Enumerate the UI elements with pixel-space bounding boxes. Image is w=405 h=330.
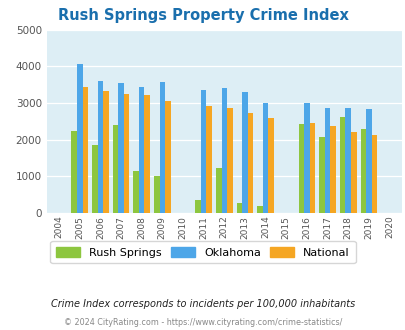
Bar <box>139 87 144 213</box>
Bar <box>324 108 330 213</box>
Bar <box>165 101 170 213</box>
Text: Rush Springs Property Crime Index: Rush Springs Property Crime Index <box>58 8 347 23</box>
Bar <box>153 176 159 213</box>
Bar <box>92 145 97 213</box>
Bar <box>345 108 350 213</box>
Bar <box>215 168 221 213</box>
Bar <box>226 108 232 213</box>
Bar <box>350 132 356 213</box>
Bar <box>371 135 376 213</box>
Bar <box>200 90 206 213</box>
Bar <box>262 103 268 213</box>
Bar <box>113 125 118 213</box>
Bar <box>236 203 242 213</box>
Bar <box>103 90 109 213</box>
Bar <box>247 113 253 213</box>
Bar <box>360 129 365 213</box>
Bar <box>97 81 103 213</box>
Legend: Rush Springs, Oklahoma, National: Rush Springs, Oklahoma, National <box>50 241 355 263</box>
Bar <box>195 200 200 213</box>
Bar <box>144 95 150 213</box>
Bar <box>124 94 129 213</box>
Bar <box>257 206 262 213</box>
Bar <box>118 83 124 213</box>
Bar <box>309 123 315 213</box>
Text: Crime Index corresponds to incidents per 100,000 inhabitants: Crime Index corresponds to incidents per… <box>51 299 354 309</box>
Bar <box>133 171 139 213</box>
Bar <box>268 117 273 213</box>
Bar <box>159 82 165 213</box>
Bar <box>206 106 211 213</box>
Bar <box>303 103 309 213</box>
Text: © 2024 CityRating.com - https://www.cityrating.com/crime-statistics/: © 2024 CityRating.com - https://www.city… <box>64 318 341 327</box>
Bar <box>82 87 88 213</box>
Bar <box>318 137 324 213</box>
Bar <box>330 126 335 213</box>
Bar <box>77 64 82 213</box>
Bar <box>71 131 77 213</box>
Bar <box>242 92 247 213</box>
Bar <box>298 124 303 213</box>
Bar <box>221 87 226 213</box>
Bar <box>339 117 345 213</box>
Bar <box>365 109 371 213</box>
